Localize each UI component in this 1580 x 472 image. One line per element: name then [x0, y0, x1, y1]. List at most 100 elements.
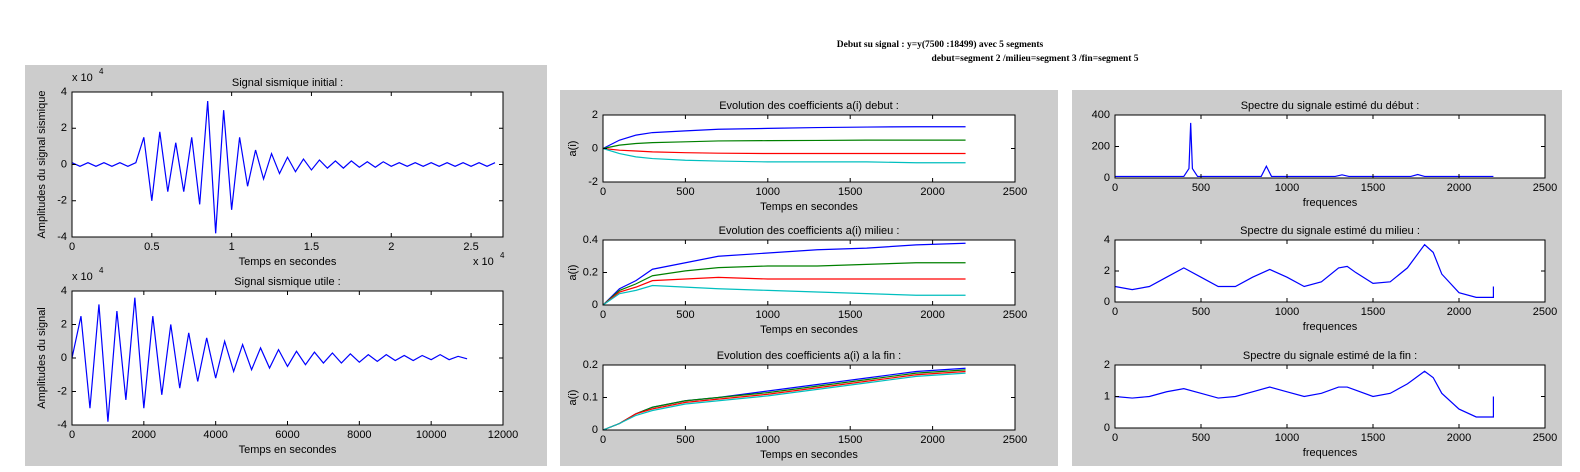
- x-tick-label: 1500: [838, 309, 862, 321]
- y-tick-label: -2: [57, 195, 67, 207]
- plot-area: [603, 365, 1015, 430]
- x-tick-label: 1500: [838, 434, 862, 446]
- y-tick-label: 4: [61, 285, 67, 297]
- data-line: [602, 372, 966, 431]
- x-tick-label: 500: [1192, 306, 1210, 318]
- figure-title: Debut su signal : y=y(7500 :18499) avec …: [837, 39, 1044, 50]
- y-tick-label: 400: [1092, 109, 1110, 121]
- plot-area: [1115, 365, 1545, 428]
- y-tick-label: 2: [61, 122, 67, 134]
- chart-title: Evolution des coefficients a(i) milieu :: [719, 225, 900, 237]
- x-tick-label: 0: [600, 309, 606, 321]
- x-tick-label: 4000: [203, 429, 227, 441]
- y-tick-label: 0.2: [583, 266, 598, 278]
- axis-multiplier: x 10: [72, 72, 93, 84]
- plot-area: [72, 291, 503, 425]
- chart-title: Spectre du signale estimé de la fin :: [1243, 350, 1417, 362]
- y-tick-label: 4: [61, 86, 67, 98]
- y-axis-label: a(i): [567, 390, 579, 406]
- y-tick-label: 200: [1092, 140, 1110, 152]
- data-line: [602, 147, 966, 164]
- data-line: [602, 276, 966, 306]
- x-tick-label: 2000: [1447, 306, 1471, 318]
- data-line: [602, 126, 966, 150]
- x-tick-label: 500: [1192, 182, 1210, 194]
- axis-multiplier: x 10: [72, 271, 93, 283]
- x-tick-label: 2000: [920, 434, 944, 446]
- x-tick-label: 1000: [756, 309, 780, 321]
- x-tick-label: 0: [1112, 306, 1118, 318]
- x-tick-label: 500: [676, 186, 694, 198]
- y-tick-label: 0.2: [583, 359, 598, 371]
- x-tick-label: 2000: [132, 429, 156, 441]
- x-tick-label: 1500: [1361, 432, 1385, 444]
- data-line: [1115, 122, 1494, 178]
- y-tick-label: 4: [1104, 234, 1110, 246]
- axis-multiplier-exponent: 4: [99, 67, 104, 76]
- x-axis-label: Temps en secondes: [760, 324, 858, 336]
- figure-title: debut=segment 2 /milieu=segment 3 /fin=s…: [931, 54, 1138, 64]
- x-tick-label: 10000: [416, 429, 447, 441]
- x-axis-label: Temps en secondes: [239, 256, 337, 268]
- y-tick-label: 0: [592, 424, 598, 436]
- chart-title: Signal sismique utile :: [234, 276, 340, 288]
- x-tick-label: 500: [676, 309, 694, 321]
- data-line: [1114, 243, 1494, 298]
- y-tick-label: 0: [592, 142, 598, 154]
- y-tick-label: -4: [57, 419, 67, 431]
- y-tick-label: 0: [61, 352, 67, 364]
- chart-title: Evolution des coefficients a(i) a la fin…: [717, 350, 901, 362]
- y-tick-label: 0: [1104, 296, 1110, 308]
- x-axis-label: Temps en secondes: [239, 444, 337, 456]
- x-tick-label: 2500: [1533, 432, 1557, 444]
- x-tick-label: 500: [1192, 432, 1210, 444]
- x-tick-label: 0: [69, 429, 75, 441]
- x-axis-label: frequences: [1303, 197, 1358, 209]
- x-axis-label: frequences: [1303, 321, 1358, 333]
- y-tick-label: 0.1: [583, 391, 598, 403]
- y-tick-label: 2: [592, 109, 598, 121]
- x-tick-label: 2500: [1003, 434, 1027, 446]
- x-axis-label: frequences: [1303, 447, 1358, 459]
- chart-title: Spectre du signale estimé du début :: [1241, 100, 1420, 112]
- axis-multiplier-exponent: 4: [500, 251, 505, 260]
- y-axis-label: a(i): [567, 265, 579, 281]
- data-line: [602, 262, 966, 306]
- x-tick-label: 0.5: [144, 241, 159, 253]
- x-tick-label: 6000: [275, 429, 299, 441]
- axis-multiplier: x 10: [473, 256, 494, 268]
- data-line: [1114, 370, 1494, 418]
- data-line: [602, 242, 966, 306]
- x-tick-label: 2: [388, 241, 394, 253]
- plot-area: [603, 115, 1015, 182]
- y-tick-label: 2: [61, 318, 67, 330]
- x-tick-label: 0: [1112, 182, 1118, 194]
- x-tick-label: 2500: [1533, 306, 1557, 318]
- data-line: [602, 139, 966, 150]
- x-tick-label: 2000: [920, 309, 944, 321]
- plot-area: [1115, 240, 1545, 302]
- x-tick-label: 0: [1112, 432, 1118, 444]
- data-line: [71, 101, 496, 234]
- x-tick-label: 12000: [488, 429, 519, 441]
- x-tick-label: 1000: [1275, 182, 1299, 194]
- chart-title: Spectre du signale estimé du milieu :: [1240, 225, 1420, 237]
- y-tick-label: 0: [1104, 422, 1110, 434]
- x-tick-label: 2000: [920, 186, 944, 198]
- y-axis-label: Amplitudes du signal sismique: [36, 91, 48, 239]
- x-tick-label: 1000: [1275, 306, 1299, 318]
- data-line: [602, 284, 966, 306]
- y-tick-label: -4: [57, 231, 67, 243]
- x-tick-label: 1: [229, 241, 235, 253]
- y-tick-label: -2: [588, 176, 598, 188]
- x-tick-label: 2.5: [463, 241, 478, 253]
- y-tick-label: 1: [1104, 390, 1110, 402]
- y-axis-label: Amplitudes du signal: [36, 307, 48, 409]
- chart-title: Evolution des coefficients a(i) debut :: [719, 100, 899, 112]
- x-tick-label: 1000: [1275, 432, 1299, 444]
- plot-area: [72, 92, 503, 237]
- data-line: [602, 147, 966, 155]
- x-tick-label: 1500: [838, 186, 862, 198]
- y-tick-label: 2: [1104, 359, 1110, 371]
- axis-multiplier-exponent: 4: [99, 266, 104, 275]
